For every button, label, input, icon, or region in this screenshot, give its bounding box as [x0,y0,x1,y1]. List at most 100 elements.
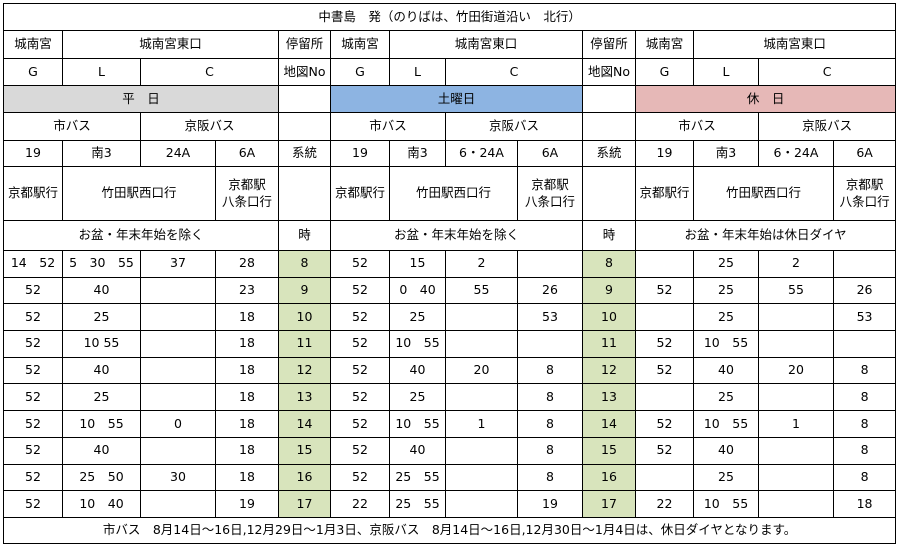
destination: 京都駅 八条口行 [215,166,279,221]
departure-minutes [758,330,834,358]
departure-minutes: 25 50 [62,463,141,492]
note: お盆・年末年始を除く [330,220,583,251]
map-code: C [757,58,897,86]
departure-minutes: 52 [3,410,63,438]
departure-minutes: 15 [389,250,446,278]
departure-minutes [517,330,583,358]
departure-minutes: 10 55 [389,410,446,438]
departure-minutes [832,330,897,358]
departure-minutes: 10 55 [693,410,759,438]
departure-minutes: 8 [517,356,583,385]
departure-minutes: 10 55 [693,330,759,358]
blank-cell [278,166,331,221]
departure-minutes: 18 [215,463,279,492]
destination: 京都駅 八条口行 [517,166,583,221]
departure-minutes: 52 [635,410,694,438]
departure-minutes: 52 [330,463,390,492]
departure-minutes: 52 [635,330,694,358]
departure-minutes [140,330,216,358]
departure-minutes: 18 [215,356,279,385]
destination: 京都駅行 [330,166,390,221]
blank-cell [582,85,636,113]
operator: 市バス [635,112,759,141]
departure-minutes: 10 55 [389,330,446,358]
departure-minutes: 8 [517,410,583,438]
departure-minutes: 8 [832,383,897,412]
departure-minutes: 10 55 [62,410,141,438]
note: お盆・年末年始を除く [3,220,279,251]
hour-header: 時 [278,220,331,251]
departure-minutes: 52 [3,303,63,332]
departure-minutes: 10 40 [62,490,141,518]
departure-minutes: 52 [635,356,694,385]
departure-minutes [140,490,216,518]
table-row: 市バス 京阪バス 市バス 京阪バス 市バス 京阪バス [3,112,897,141]
departure-minutes: 25 [693,463,759,492]
destination: 竹田駅西口行 [693,166,834,221]
departure-minutes: 23 [215,276,279,305]
timetable: 中書島 発（のりばは、竹田街道沿い 北行） 城南宮 城南宮東口 停留所 城南宮 城南宮東口… [2,3,897,544]
departure-minutes: 0 40 [389,276,446,305]
departure-minutes: 25 [62,303,141,332]
map-code: G [3,58,63,86]
table-row: 52 25 18 10 52 25 53 10 25 53 [3,303,897,332]
route: 19 [3,140,63,167]
hour: 12 [278,356,331,385]
hour: 9 [278,276,331,305]
route: 6A [517,140,583,167]
table-row: 平 日 土曜日 休 日 [3,85,897,113]
departure-minutes: 52 [3,356,63,385]
departure-minutes: 18 [215,410,279,438]
departure-minutes: 1 [758,410,834,438]
departure-minutes: 52 [3,490,63,518]
title: 中書島 発（のりばは、竹田街道沿い 北行） [2,3,897,31]
table-row: 城南宮 城南宮東口 停留所 城南宮 城南宮東口 停留所 城南宮 城南宮東口 [3,30,897,59]
departure-minutes: 18 [832,490,897,518]
departure-minutes: 22 [635,490,694,518]
route: 6・24A [758,140,834,167]
departure-minutes [140,383,216,412]
map-header: 地図No [582,58,636,86]
operator: 京阪バス [140,112,279,141]
departure-minutes [140,436,216,465]
departure-minutes: 25 [693,276,759,305]
departure-minutes [445,436,518,465]
table-row: 52 10 55 0 18 14 52 10 55 1 8 14 52 10 55 1 8 [3,410,897,438]
map-code: G [635,58,694,86]
day-type: 平 日 [3,85,279,113]
departure-minutes: 52 [330,410,390,438]
departure-minutes: 26 [832,276,897,305]
departure-minutes: 52 [3,463,63,492]
departure-minutes [832,250,897,278]
departure-minutes: 25 55 [389,463,446,492]
destination: 京都駅 八条口行 [832,166,897,221]
departure-minutes: 8 [517,463,583,492]
table-row: 52 10 40 19 17 22 25 55 19 17 22 10 55 18 [3,490,897,518]
map-code: L [693,58,759,86]
departure-minutes: 40 [693,436,759,465]
hour: 15 [278,436,331,465]
departure-minutes: 5 30 55 [62,250,141,278]
departure-minutes [635,463,694,492]
departure-minutes: 52 [330,383,390,412]
map-code: L [389,58,446,86]
table-row: 52 25 18 13 52 25 8 13 25 8 [3,383,897,412]
departure-minutes: 40 [62,276,141,305]
hour: 14 [278,410,331,438]
table-row: 19 南3 24A 6A 系統 19 南3 6・24A 6A 系統 19 南3 6・24A 6A [3,140,897,167]
table-row: お盆・年末年始を除く時お盆・年末年始を除く時お盆・年末年始は休日ダイヤ [3,220,897,251]
departure-minutes: 26 [517,276,583,305]
departure-minutes: 25 [62,383,141,412]
departure-minutes [635,303,694,332]
departure-minutes: 8 [832,410,897,438]
stop-header: 停留所 [278,30,331,59]
table-row: 14 52 5 30 55 37 28 8 52 15 2 8 25 2 [3,250,897,278]
departure-minutes: 18 [215,303,279,332]
destination: 京都駅行 [3,166,63,221]
stop-name: 城南宮東口 [692,30,897,59]
departure-minutes: 8 [517,383,583,412]
departure-minutes: 52 [330,276,390,305]
table-row: 52 40 18 12 52 40 20 8 12 52 40 20 8 [3,356,897,385]
table-row: 52 25 50 30 18 16 52 25 55 8 16 25 8 [3,463,897,492]
departure-minutes: 52 [3,436,63,465]
